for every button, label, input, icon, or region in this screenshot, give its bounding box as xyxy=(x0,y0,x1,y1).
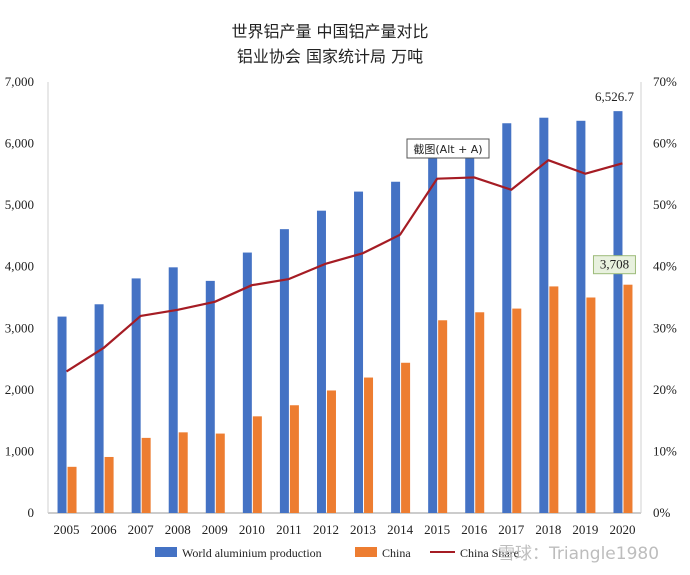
bar-china xyxy=(215,433,225,513)
line-layer xyxy=(65,159,623,373)
bar-world xyxy=(465,150,475,513)
y-right-tick-label: 0% xyxy=(653,505,671,520)
bar-china xyxy=(586,297,596,513)
y-right-tick-label: 70% xyxy=(653,74,677,89)
bar-world xyxy=(539,117,549,513)
y-right-tick-label: 50% xyxy=(653,197,677,212)
bar-world xyxy=(94,304,104,513)
x-tick-label: 2017 xyxy=(498,522,525,537)
y-left-tick-label: 3,000 xyxy=(5,320,34,335)
x-tick-label: 2014 xyxy=(387,522,414,537)
y-right-tick-label: 40% xyxy=(653,259,677,274)
x-tick-label: 2013 xyxy=(350,522,376,537)
x-tick-label: 2020 xyxy=(609,522,635,537)
bar-world xyxy=(428,157,438,514)
x-tick-label: 2010 xyxy=(239,522,265,537)
x-tick-label: 2015 xyxy=(424,522,450,537)
bar-china xyxy=(438,320,448,513)
x-tick-label: 2019 xyxy=(572,522,598,537)
bar-world xyxy=(242,252,252,513)
bar-world xyxy=(279,229,289,514)
bar-china xyxy=(623,284,633,513)
screenshot-tooltip: 截图(Alt + A) xyxy=(406,138,490,159)
legend-label-china: China xyxy=(382,546,411,560)
legend-swatch-world xyxy=(155,547,177,557)
line-china-share xyxy=(65,159,623,373)
bar-world xyxy=(576,120,586,513)
bar-world xyxy=(316,210,326,514)
x-tick-label: 2006 xyxy=(91,522,118,537)
tooltip-box xyxy=(406,138,490,159)
bar-china xyxy=(512,308,522,513)
bar-china xyxy=(141,437,151,513)
bar-world xyxy=(168,267,178,513)
x-tick-label: 2016 xyxy=(461,522,488,537)
y-left-tick-label: 1,000 xyxy=(5,443,34,458)
y-right-tick-label: 10% xyxy=(653,443,677,458)
x-tick-label: 2009 xyxy=(202,522,228,537)
y-right-tick-label: 20% xyxy=(653,382,677,397)
y-left-tick-label: 2,000 xyxy=(5,382,34,397)
bar-china xyxy=(252,416,262,513)
bars-layer xyxy=(57,111,633,514)
chart-legend: World aluminium production China China S… xyxy=(155,546,519,560)
data-label-world-2020: 6,526.7 xyxy=(595,89,635,104)
x-tick-label: 2008 xyxy=(165,522,191,537)
chart-subtitle: 铝业协会 国家统计局 万吨 xyxy=(237,47,423,66)
y-left-tick-label: 6,000 xyxy=(5,136,34,151)
bar-china xyxy=(104,456,114,513)
bar-world xyxy=(354,191,364,513)
chart-title: 世界铝产量 中国铝产量对比 xyxy=(231,22,428,41)
bar-world xyxy=(205,280,215,513)
legend-label-china-share: China Share xyxy=(460,546,519,560)
x-tick-label: 2012 xyxy=(313,522,339,537)
legend-swatch-china xyxy=(355,547,377,557)
data-label-china-2020-background xyxy=(592,255,636,275)
axes-layer: 0 1,000 2,000 3,000 4,000 5,000 6,000 7,000 0% 10… xyxy=(5,74,677,537)
bar-world xyxy=(131,278,141,513)
watermark-text: 雪球：Triangle1980 xyxy=(498,544,659,564)
y-left-tick-label: 7,000 xyxy=(5,74,34,89)
x-tick-label: 2007 xyxy=(128,522,155,537)
bar-china xyxy=(364,377,374,513)
data-label-china-2020: 3,708 xyxy=(600,257,629,272)
y-right-tick-label: 30% xyxy=(653,320,677,335)
y-left-tick-label: 0 xyxy=(28,505,35,520)
bar-china xyxy=(67,466,77,513)
y-left-tick-label: 5,000 xyxy=(5,197,34,212)
y-left-tick-label: 4,000 xyxy=(5,259,34,274)
bar-china xyxy=(401,362,411,513)
bar-world xyxy=(502,123,512,513)
bar-world xyxy=(57,316,67,513)
x-tick-label: 2005 xyxy=(54,522,80,537)
bar-china xyxy=(289,405,299,513)
bar-china xyxy=(326,390,336,513)
y-right-tick-label: 60% xyxy=(653,136,677,151)
bar-world xyxy=(613,111,623,513)
bar-china xyxy=(178,432,188,513)
tooltip-text: 截图(Alt + A) xyxy=(413,142,482,156)
x-tick-label: 2018 xyxy=(535,522,561,537)
legend-label-world: World aluminium production xyxy=(182,546,322,560)
bar-china xyxy=(549,286,559,513)
x-tick-label: 2011 xyxy=(276,522,302,537)
bar-world xyxy=(391,181,401,513)
bar-china xyxy=(475,312,485,513)
